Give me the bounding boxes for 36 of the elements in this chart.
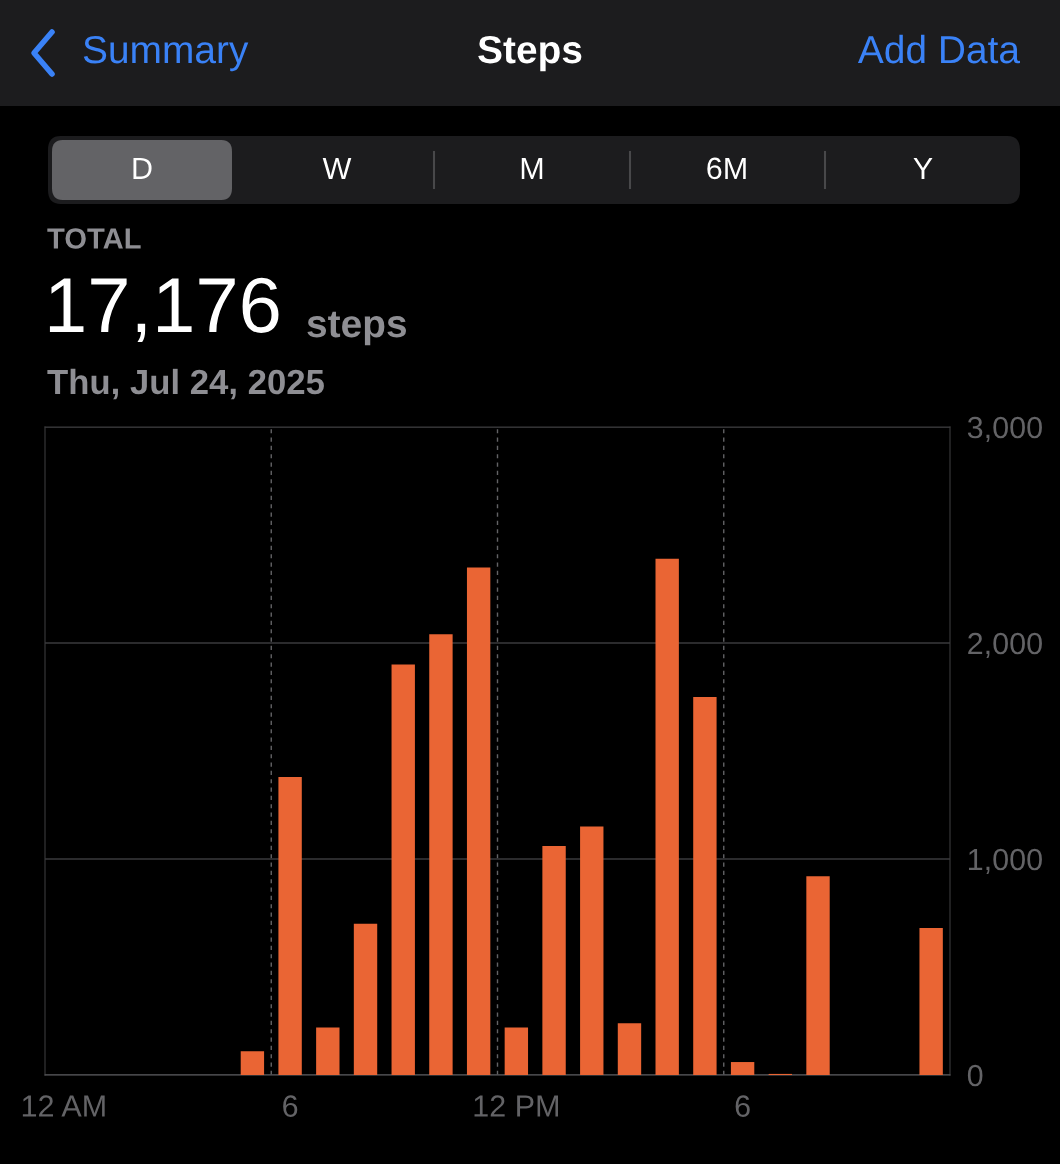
bar (240, 1051, 265, 1075)
bar (466, 567, 491, 1075)
bar (391, 664, 415, 1075)
text: D (133, 157, 152, 179)
y-tick-label: 1,000 (969, 848, 1042, 874)
x-tick-label: 12 PM (474, 1095, 558, 1117)
bar (617, 1023, 642, 1075)
bar (353, 923, 378, 1075)
bar (655, 558, 679, 1075)
text: 6M (707, 157, 746, 180)
text: Add Data (857, 34, 1021, 64)
bar (693, 697, 717, 1075)
bar (542, 846, 566, 1075)
bar (806, 876, 830, 1075)
y-tick-label: 0 (967, 1064, 983, 1087)
text: 17,176 (49, 277, 279, 343)
text: M (521, 157, 543, 179)
text: Y (913, 157, 933, 179)
y-tick-label: 2,000 (968, 632, 1042, 658)
bar (278, 776, 302, 1075)
bar (580, 826, 604, 1075)
text: Summary (83, 35, 249, 72)
text: TOTAL (47, 228, 141, 249)
y-tick-label: 3,000 (967, 416, 1042, 442)
x-tick-label: 12 AM (22, 1095, 105, 1117)
text: steps (307, 311, 406, 346)
text: W (322, 157, 352, 179)
bar (730, 1062, 755, 1075)
x-tick-label: 6 (283, 1095, 298, 1117)
bar (919, 928, 943, 1075)
x-tick-label: 6 (735, 1095, 750, 1117)
chart-title: Steps (478, 35, 582, 72)
bar (504, 1027, 529, 1075)
bar (429, 634, 453, 1075)
bar (316, 1027, 340, 1075)
text: Thu, Jul 24, 2025 (47, 368, 324, 400)
